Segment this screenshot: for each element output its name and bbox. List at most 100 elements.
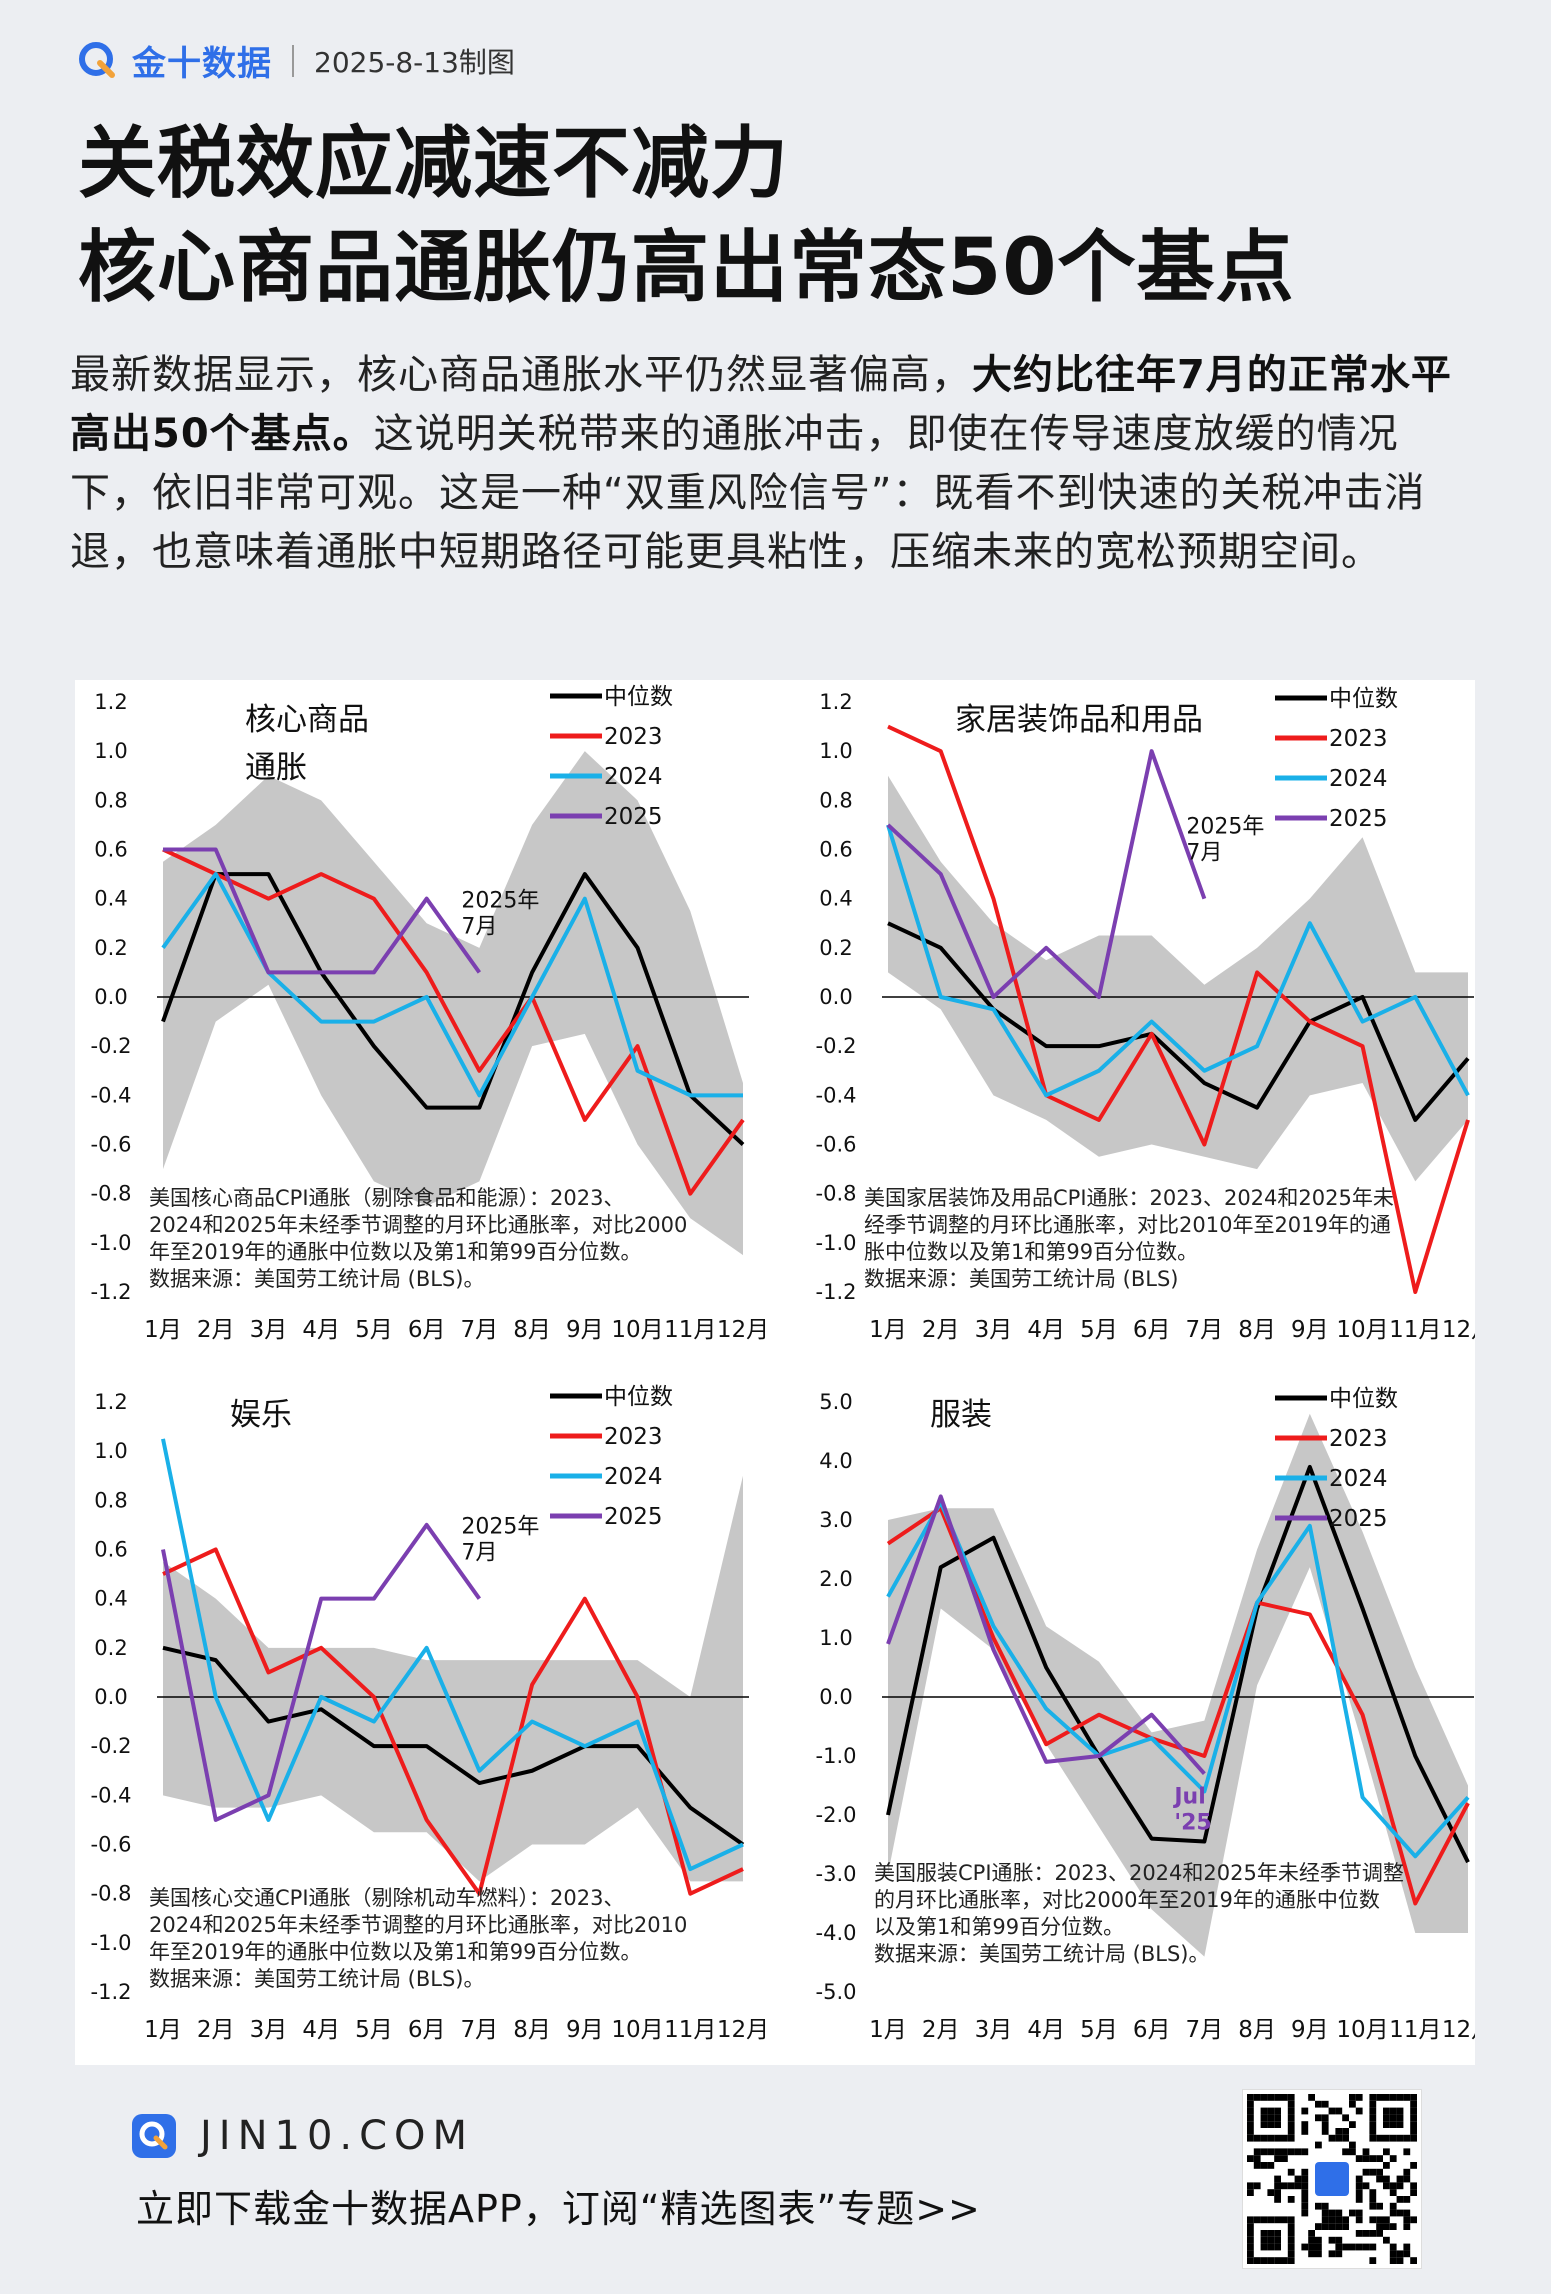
qr-module <box>1267 2148 1275 2156</box>
y-tick-label: 0.0 <box>819 1685 852 1709</box>
y-tick-label: 1.0 <box>94 1439 127 1463</box>
qr-module <box>1328 2134 1336 2142</box>
qr-module <box>1383 2182 1390 2190</box>
x-tick-label: 2月 <box>922 2017 960 2043</box>
y-tick-label: -3.0 <box>816 1862 857 1886</box>
qr-module <box>1321 2121 1329 2128</box>
annotation-2025-july: 7月 <box>461 914 497 939</box>
qr-module <box>1342 2216 1349 2224</box>
qr-module <box>1403 2148 1411 2156</box>
qr-finder-module <box>1389 2094 1397 2101</box>
description: 最新数据显示，核心商品通胀水平仍然显著偏高，大约比往年7月的正常水平高出50个基… <box>70 346 1470 582</box>
x-tick-label: 10月 <box>1336 2017 1388 2043</box>
qr-module <box>1389 2209 1397 2217</box>
qr-finder-module <box>1396 2094 1404 2101</box>
legend-label: 中位数 <box>1329 1386 1398 1412</box>
x-tick-label: 10月 <box>611 1317 663 1343</box>
qr-module <box>1389 2182 1397 2190</box>
qr-module <box>1301 2196 1309 2203</box>
qr-finder-module <box>1247 2100 1254 2108</box>
qr-module <box>1328 2216 1336 2224</box>
qr-module <box>1369 2243 1377 2251</box>
x-tick-label: 11月 <box>664 2017 716 2043</box>
qr-finder-module <box>1260 2094 1268 2101</box>
download-cta[interactable]: 立即下载金十数据APP，订阅“精选图表”专题>> <box>136 2187 981 2231</box>
qr-code[interactable] <box>1243 2090 1421 2268</box>
qr-finder-module <box>1383 2114 1390 2122</box>
qr-finder-module <box>1247 2114 1254 2122</box>
chart-3: 1.2 1.0 0.8 0.6 0.4 0.2 0.0 -0.2 -0.4 -0.6 -0.8 -1.… <box>91 1384 770 2043</box>
y-tick-label: -0.2 <box>91 1734 132 1758</box>
qr-module <box>1335 2107 1343 2115</box>
qr-finder-module <box>1260 2257 1268 2264</box>
qr-module <box>1362 2182 1370 2190</box>
y-tick-label: 4.0 <box>819 1449 852 1473</box>
qr-module <box>1403 2223 1411 2230</box>
chart-note: 以及第1和第99百分位数。 <box>874 1915 1124 1939</box>
series-line-中位数 <box>162 1645 745 1847</box>
y-tick-label: -1.2 <box>91 1980 132 2004</box>
qr-finder-module <box>1274 2114 1281 2122</box>
qr-module <box>1369 2216 1377 2224</box>
qr-module <box>1335 2223 1343 2230</box>
qr-finder-module <box>1389 2134 1397 2142</box>
qr-finder-module <box>1260 2121 1268 2128</box>
qr-finder-module <box>1287 2257 1295 2264</box>
series-line-2024 <box>886 1500 1470 1859</box>
qr-module <box>1376 2216 1383 2224</box>
header: 金十数据 2025-8-13制图 <box>78 36 515 85</box>
qr-module <box>1410 2189 1417 2196</box>
qr-finder-module <box>1267 2107 1275 2115</box>
qr-module <box>1321 2216 1329 2224</box>
y-tick-label: 0.6 <box>94 1538 127 1562</box>
qr-module <box>1321 2114 1329 2122</box>
x-tick-label: 11月 <box>664 1317 716 1343</box>
qr-finder-module <box>1247 2223 1254 2230</box>
y-tick-label: 1.0 <box>819 739 852 763</box>
y-tick-label: -1.0 <box>91 1231 132 1255</box>
y-tick-label: -0.8 <box>91 1182 132 1206</box>
legend-label: 2024 <box>1329 766 1388 792</box>
qr-module <box>1335 2243 1343 2251</box>
qr-module <box>1315 2236 1322 2244</box>
qr-finder-module <box>1389 2114 1397 2122</box>
qr-finder-module <box>1247 2230 1254 2237</box>
qr-finder-module <box>1396 2114 1404 2122</box>
qr-module <box>1328 2209 1336 2217</box>
x-tick-label: 9月 <box>566 2017 604 2043</box>
x-tick-label: 11月 <box>1389 1317 1441 1343</box>
y-tick-label: 0.6 <box>819 838 852 862</box>
qr-finder-module <box>1369 2121 1377 2128</box>
qr-module <box>1355 2230 1363 2237</box>
legend-label: 2023 <box>1329 1426 1388 1452</box>
x-tick-label: 4月 <box>302 1317 340 1343</box>
qr-finder-module <box>1267 2216 1275 2224</box>
site-url[interactable]: JIN10.COM <box>200 2113 475 2159</box>
x-tick-label: 8月 <box>513 1317 551 1343</box>
qr-module <box>1362 2230 1370 2237</box>
qr-module <box>1294 2182 1302 2190</box>
qr-module <box>1410 2257 1417 2264</box>
series-line-2023 <box>162 847 745 1196</box>
x-tick-label: 10月 <box>611 2017 663 2043</box>
jin10-app-icon <box>132 2114 176 2158</box>
annotation-2025-july: 2025年 <box>461 888 539 913</box>
qr-module <box>1335 2250 1343 2258</box>
qr-module <box>1396 2175 1404 2183</box>
x-tick-label: 2月 <box>922 1317 960 1343</box>
qr-finder-module <box>1369 2094 1377 2101</box>
x-tick-label: 5月 <box>1080 1317 1118 1343</box>
qr-finder-module <box>1369 2107 1377 2115</box>
qr-finder-module <box>1253 2216 1261 2224</box>
x-tick-label: 12月 <box>717 2017 769 2043</box>
x-tick-label: 12月 <box>1442 1317 1475 1343</box>
qr-finder-module <box>1247 2257 1254 2264</box>
qr-module <box>1342 2223 1349 2230</box>
annotation-2025-july: 7月 <box>1186 841 1222 866</box>
qr-module <box>1281 2148 1288 2156</box>
title-line-1: 关税效应减速不减力 <box>78 119 790 209</box>
chart-note: 经季节调整的月环比通胀率，对比2010年至2019年的通 <box>864 1213 1391 1237</box>
qr-module <box>1362 2148 1370 2156</box>
legend-label: 2025 <box>1329 806 1388 832</box>
y-tick-label: 0.8 <box>819 788 852 812</box>
